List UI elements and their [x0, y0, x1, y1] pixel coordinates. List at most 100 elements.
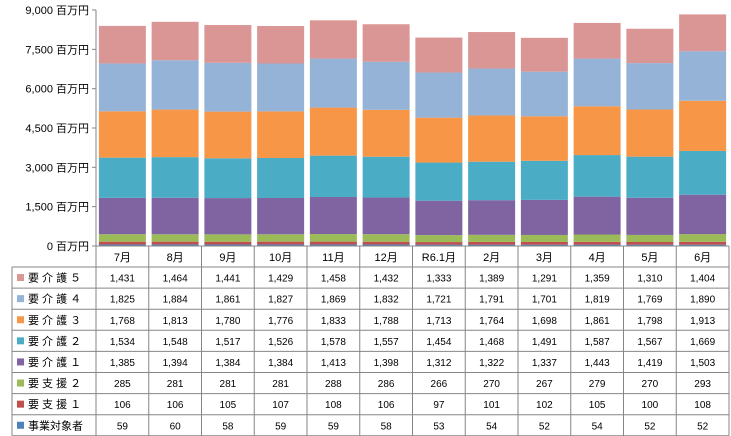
bar-segment — [362, 244, 410, 246]
legend-swatch — [17, 295, 24, 303]
bar-segment — [468, 68, 516, 116]
x-tick-label: 12月 — [375, 252, 398, 264]
x-tick-label: 5月 — [641, 252, 658, 264]
bar-segment — [309, 234, 357, 242]
y-tick-label: 3,000 百万円 — [25, 162, 89, 174]
y-tick-label: 6,000 百万円 — [25, 84, 89, 96]
bar-segment — [520, 234, 568, 242]
data-label: 1,764 — [479, 316, 504, 327]
data-label: 1,337 — [532, 358, 557, 369]
bar-segment — [204, 198, 252, 235]
data-label: 52 — [539, 421, 551, 432]
bar-segment — [520, 244, 568, 246]
bar-segment — [151, 244, 199, 246]
data-label: 1,832 — [374, 295, 399, 306]
legend-label: 要 支 援 ２ — [28, 376, 81, 390]
bar-segment — [257, 244, 305, 246]
bar-segment — [468, 234, 516, 242]
bar-segment — [626, 197, 674, 235]
data-label: 1,557 — [374, 337, 399, 348]
bar-segment — [257, 26, 305, 64]
data-label: 1,429 — [268, 274, 293, 285]
bar-segment — [151, 197, 199, 235]
bar-segment — [520, 116, 568, 161]
data-label: 1,404 — [690, 274, 715, 285]
bar-segment — [257, 234, 305, 242]
data-label: 1,861 — [215, 295, 240, 306]
bar-segment — [520, 199, 568, 235]
bar-segment — [204, 25, 252, 63]
data-label: 105 — [220, 400, 237, 411]
legend-label: 要 介 護 １ — [28, 355, 81, 369]
legend-label: 要 支 援 １ — [28, 397, 81, 411]
data-label: 60 — [170, 421, 182, 432]
bar-segment — [362, 61, 410, 110]
data-label: 281 — [167, 379, 184, 390]
data-label: 270 — [642, 379, 659, 390]
bar-segment — [257, 111, 305, 158]
data-label: 293 — [694, 379, 711, 390]
y-tick-label: 7,500 百万円 — [25, 44, 89, 56]
bar-segment — [679, 14, 727, 52]
data-label: 107 — [272, 400, 289, 411]
data-label: 266 — [431, 379, 448, 390]
legend-label: 要 介 護 ４ — [28, 292, 81, 306]
bar-segment — [415, 37, 463, 73]
bar-segment — [309, 58, 357, 108]
data-label: 1,884 — [163, 295, 188, 306]
bar-segment — [415, 235, 463, 243]
data-label: 1,454 — [426, 337, 451, 348]
bar-segment — [679, 100, 727, 151]
bar-segment — [468, 161, 516, 201]
bars — [98, 14, 727, 246]
bar-segment — [362, 24, 410, 62]
bar-segment — [468, 115, 516, 162]
data-label: 58 — [222, 421, 234, 432]
data-label: 105 — [589, 400, 606, 411]
bar-segment — [520, 241, 568, 245]
data-label: 1,491 — [532, 337, 557, 348]
data-label: 1,861 — [585, 316, 610, 327]
bar-segment — [626, 244, 674, 246]
legend-swatch — [17, 274, 24, 282]
bar-segment — [309, 155, 357, 198]
data-label: 1,441 — [215, 274, 240, 285]
bar-segment — [468, 241, 516, 245]
bar-segment — [204, 62, 252, 112]
data-label: 1,698 — [532, 316, 557, 327]
bar-segment — [309, 244, 357, 246]
y-tick-label: 0 百万円 — [47, 241, 89, 253]
bar-segment — [362, 241, 410, 245]
bar-segment — [151, 109, 199, 158]
data-label: 1,419 — [637, 358, 662, 369]
bar-segment — [151, 234, 199, 242]
bar-segment — [679, 244, 727, 246]
data-label: 97 — [433, 400, 445, 411]
x-tick-label: 9月 — [219, 252, 236, 264]
data-label: 1,768 — [110, 316, 135, 327]
data-label: 1,468 — [479, 337, 504, 348]
legend-swatch — [17, 337, 24, 345]
y-axis: 0 百万円 1,500 百万円 3,000 百万円 4,500 百万円 6,000 百万… — [25, 5, 97, 253]
x-tick-label: R6.1月 — [422, 252, 456, 264]
bar-segment — [98, 197, 146, 235]
bar-segment — [98, 111, 146, 158]
x-tick-label: 4月 — [589, 252, 606, 264]
data-label: 1,721 — [426, 295, 451, 306]
data-label: 1,713 — [426, 316, 451, 327]
data-label: 101 — [483, 400, 500, 411]
data-label: 1,548 — [163, 337, 188, 348]
bar-segment — [573, 22, 621, 59]
data-label: 58 — [381, 421, 393, 432]
legend-label: 事業対象者 — [28, 418, 83, 432]
data-label: 1,578 — [321, 337, 346, 348]
data-label: 1,398 — [374, 358, 399, 369]
data-label: 1,291 — [532, 274, 557, 285]
data-label: 1,825 — [110, 295, 135, 306]
data-label: 52 — [644, 421, 656, 432]
bar-segment — [520, 160, 568, 200]
bar-segment — [362, 197, 410, 235]
data-label: 1,312 — [426, 358, 451, 369]
data-label: 1,788 — [374, 316, 399, 327]
